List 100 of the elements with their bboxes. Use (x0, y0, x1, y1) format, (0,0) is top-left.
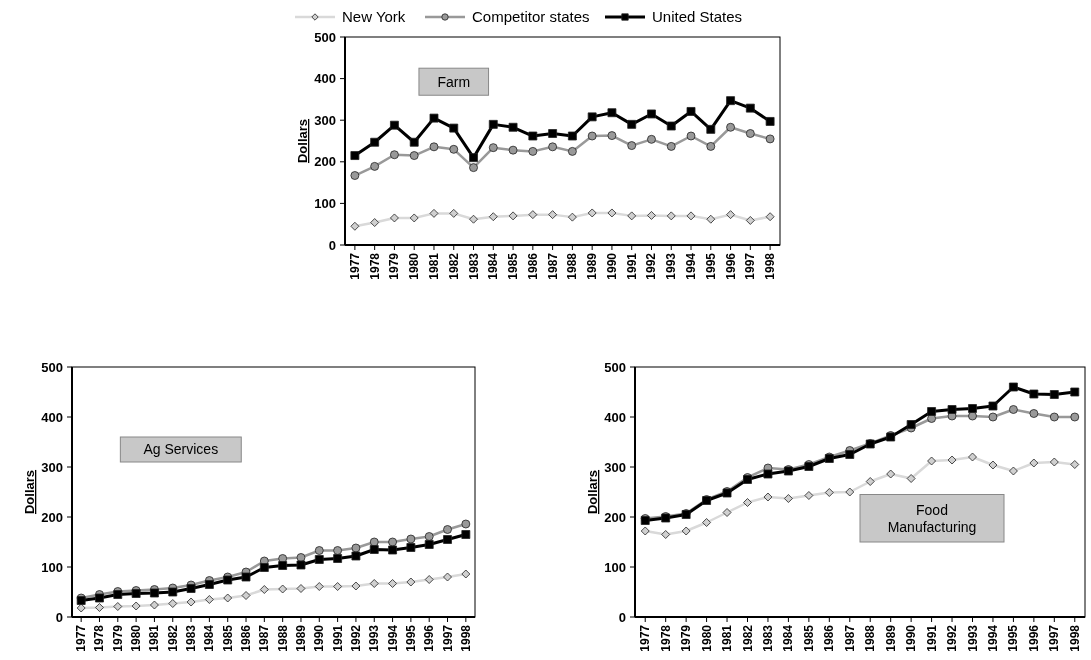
point (743, 498, 752, 507)
point (333, 582, 343, 591)
point (370, 161, 380, 171)
x-tick-label: 1990 (904, 624, 919, 652)
point (95, 603, 104, 612)
point (988, 401, 998, 411)
y-tick-label: 0 (618, 609, 626, 625)
point (443, 572, 452, 582)
point (726, 96, 735, 106)
point (488, 212, 498, 222)
point (988, 460, 998, 470)
x-tick-label: 1978 (658, 624, 673, 652)
x-tick-label: 1996 (422, 624, 437, 652)
point (666, 211, 676, 221)
point (763, 492, 773, 502)
point (1029, 458, 1039, 468)
point (369, 545, 379, 554)
point (443, 525, 452, 534)
point (763, 469, 773, 479)
point (409, 213, 419, 223)
x-tick-label: 1980 (129, 624, 144, 652)
x-tick-label: 1985 (801, 624, 816, 652)
text: Ag Services (143, 441, 219, 458)
x-tick-label: 1981 (426, 252, 441, 280)
point (587, 112, 597, 122)
y-tick-label: 300 (604, 459, 626, 475)
x-tick-label: 1995 (1006, 624, 1021, 652)
point (947, 405, 957, 414)
point (1070, 387, 1080, 397)
point (640, 526, 650, 536)
point (706, 214, 716, 224)
point (1029, 389, 1039, 399)
point (745, 103, 755, 113)
point (706, 142, 716, 151)
x-tick-label: 1993 (664, 252, 679, 280)
point (333, 554, 343, 563)
point (278, 561, 288, 570)
point (702, 518, 711, 527)
x-tick-label: 1977 (347, 252, 362, 280)
x-tick-label: 1990 (312, 624, 327, 652)
x-tick-label: 1983 (184, 624, 199, 652)
point (1070, 460, 1080, 469)
point (666, 121, 676, 131)
point (647, 134, 656, 144)
point (1049, 390, 1059, 399)
x-tick-label: 1991 (330, 624, 345, 652)
point (406, 534, 416, 544)
text: Farm (437, 73, 471, 90)
point (661, 530, 671, 539)
point (824, 488, 834, 497)
y-tick-label: 200 (41, 509, 63, 525)
point (686, 131, 696, 141)
y-tick-label: 100 (314, 195, 336, 211)
point (906, 474, 916, 483)
point (168, 599, 178, 608)
point (567, 212, 577, 222)
y-tick-label: 0 (328, 237, 336, 253)
point (296, 584, 306, 593)
point (113, 602, 123, 611)
point (314, 555, 324, 564)
point (204, 595, 214, 604)
point (351, 543, 361, 553)
y-tick-label: 400 (41, 409, 63, 425)
point (647, 109, 656, 119)
point (429, 142, 439, 152)
x-tick-label: 1978 (367, 252, 382, 280)
point (424, 532, 434, 541)
legend-label: Competitor states (472, 8, 590, 26)
point (223, 593, 233, 603)
x-tick-label: 1993 (367, 624, 382, 652)
y-tick-label: 200 (314, 154, 336, 170)
point (388, 545, 397, 555)
text: Food Manufacturing (887, 502, 977, 535)
x-tick-label: 1986 (822, 624, 837, 652)
x-tick-label: 1977 (638, 624, 653, 652)
point (488, 143, 498, 153)
point (927, 407, 936, 416)
point (845, 450, 855, 459)
point (95, 593, 104, 603)
point (968, 452, 977, 462)
point (449, 208, 459, 218)
point (927, 456, 936, 466)
point (567, 131, 577, 141)
point (186, 584, 196, 593)
point (886, 469, 896, 479)
point (369, 579, 379, 588)
y-tick-label: 400 (604, 409, 626, 425)
point (369, 537, 379, 547)
x-tick-label: 1986 (525, 252, 540, 280)
point (370, 137, 380, 147)
x-tick-label: 1987 (842, 624, 857, 652)
point (424, 575, 434, 584)
x-tick-label: 1982 (446, 252, 461, 280)
point (988, 412, 998, 422)
point (351, 551, 361, 561)
y-axis-title: Dollars (585, 469, 600, 515)
x-tick-label: 1996 (723, 252, 738, 280)
y-tick-label: 500 (41, 359, 63, 375)
point (627, 119, 637, 129)
x-tick-label: 1979 (110, 624, 125, 652)
